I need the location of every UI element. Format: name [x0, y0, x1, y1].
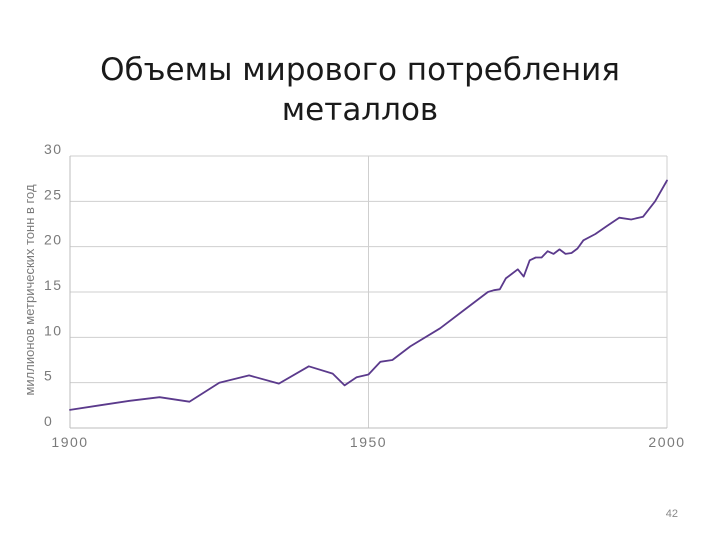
x-tick-label-0: 1900 — [51, 434, 88, 450]
chart-axes — [69, 156, 667, 429]
page-number: 42 — [665, 508, 678, 520]
x-tick-label-2: 2000 — [648, 434, 685, 450]
slide-title-line-2: металлов — [281, 92, 439, 128]
y-tick-label-0: 0 — [44, 413, 53, 429]
chart-grid — [70, 155, 668, 428]
y-tick-label-5: 25 — [44, 186, 63, 202]
y-tick-label-2: 10 — [44, 322, 63, 338]
y-axis-label: миллионов метрических тонн в год — [22, 184, 37, 395]
y-tick-label-1: 5 — [44, 368, 53, 384]
slide-title: Объемы мирового потребления металлов — [0, 50, 720, 130]
y-tick-label-3: 15 — [44, 277, 63, 293]
x-tick-label-1: 1950 — [350, 434, 387, 450]
slide-title-line-1: Объемы мирового потребления — [100, 52, 620, 88]
series-line-0 — [69, 179, 668, 411]
y-tick-label-4: 20 — [44, 232, 63, 248]
chart-tick-labels: 0 5 10 15 20 25 30 1900 1950 2000 — [44, 141, 685, 450]
chart-series — [69, 179, 668, 411]
y-tick-label-6: 30 — [44, 141, 63, 157]
